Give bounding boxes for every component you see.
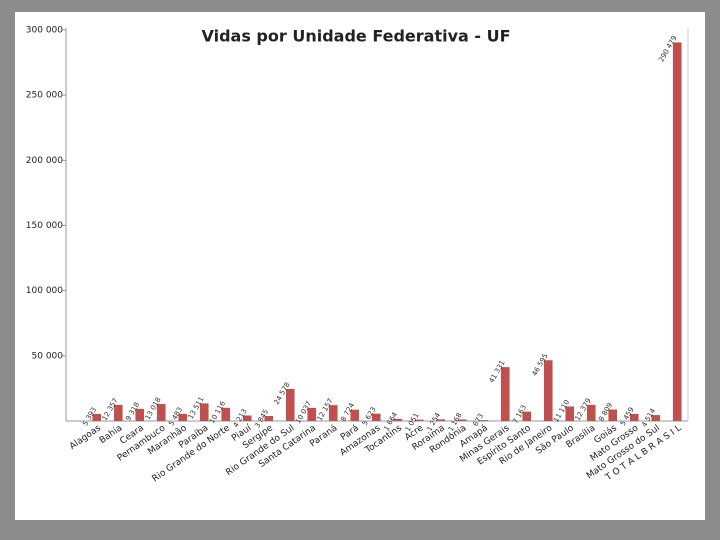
bar xyxy=(371,413,381,421)
bar xyxy=(328,405,338,421)
bar xyxy=(586,404,596,421)
chart-title: Vidas por Unidade Federativa - UF xyxy=(201,27,510,46)
y-tick-label: 250 000 xyxy=(26,91,63,101)
y-tick-label: 300 000 xyxy=(26,26,63,36)
bar xyxy=(629,413,639,421)
y-tick-label: 150 000 xyxy=(26,221,63,231)
bar xyxy=(500,367,510,421)
bar xyxy=(264,415,274,421)
y-tick-label: 200 000 xyxy=(26,156,63,166)
bar xyxy=(479,420,489,421)
bar xyxy=(350,409,360,421)
bar xyxy=(565,406,575,421)
bar xyxy=(178,413,188,421)
bar xyxy=(92,413,102,421)
bar xyxy=(242,415,252,421)
panel xyxy=(15,12,705,520)
bar xyxy=(135,408,145,421)
bar xyxy=(651,415,661,421)
bar xyxy=(522,411,532,421)
bar xyxy=(543,360,553,421)
bar xyxy=(457,419,467,421)
bar xyxy=(436,419,446,421)
bar xyxy=(285,388,295,421)
bar xyxy=(672,42,682,422)
y-tick-label: 100 000 xyxy=(26,286,63,296)
bar xyxy=(307,407,317,421)
bar xyxy=(113,404,123,421)
bar xyxy=(393,418,403,421)
bar xyxy=(221,407,231,421)
bar xyxy=(414,419,424,421)
bar xyxy=(199,403,209,421)
bar xyxy=(608,409,618,421)
bar xyxy=(156,404,166,421)
y-tick-label: 50 000 xyxy=(32,351,64,361)
